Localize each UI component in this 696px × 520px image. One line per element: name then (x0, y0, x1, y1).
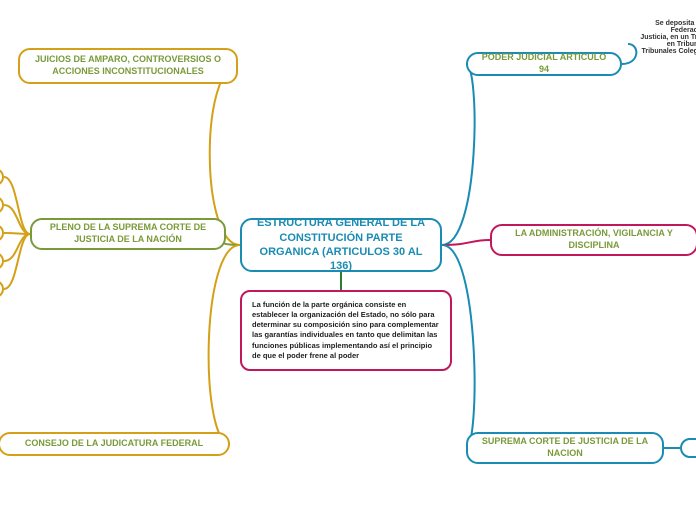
node-juicios-label: JUICIOS DE AMPARO, CONTROVERSIOS O ACCIO… (32, 54, 224, 77)
node-consejo-label: CONSEJO DE LA JUDICATURA FEDERAL (25, 438, 203, 450)
stub-node (0, 168, 4, 186)
node-poder-label: PODER JUDICIAL ARTICULO 94 (480, 52, 608, 75)
stub-node (0, 252, 4, 270)
stub-node (0, 280, 4, 298)
node-poder[interactable]: PODER JUDICIAL ARTICULO 94 (466, 52, 622, 76)
center-label: ESTRUCTURA GENERAL DE LA CONSTITUCIÓN PA… (254, 216, 428, 273)
side-text: Se deposita el e Federación Justicia, en… (628, 20, 696, 55)
node-pleno[interactable]: PLENO DE LA SUPREMA CORTE DE JUSTICIA DE… (30, 218, 226, 250)
stub-node (680, 438, 696, 458)
node-admin[interactable]: LA ADMINISTRACIÓN, VIGILANCIA Y DISCIPLI… (490, 224, 696, 256)
node-pleno-label: PLENO DE LA SUPREMA CORTE DE JUSTICIA DE… (44, 222, 212, 245)
description-label: La función de la parte orgánica consiste… (252, 300, 439, 360)
description-node[interactable]: La función de la parte orgánica consiste… (240, 290, 452, 371)
stub-node (0, 224, 4, 242)
node-suprema[interactable]: SUPREMA CORTE DE JUSTICIA DE LA NACION (466, 432, 664, 464)
node-juicios[interactable]: JUICIOS DE AMPARO, CONTROVERSIOS O ACCIO… (18, 48, 238, 84)
node-consejo[interactable]: CONSEJO DE LA JUDICATURA FEDERAL (0, 432, 230, 456)
center-node[interactable]: ESTRUCTURA GENERAL DE LA CONSTITUCIÓN PA… (240, 218, 442, 272)
stub-node (0, 196, 4, 214)
node-admin-label: LA ADMINISTRACIÓN, VIGILANCIA Y DISCIPLI… (504, 228, 684, 251)
node-suprema-label: SUPREMA CORTE DE JUSTICIA DE LA NACION (480, 436, 650, 459)
